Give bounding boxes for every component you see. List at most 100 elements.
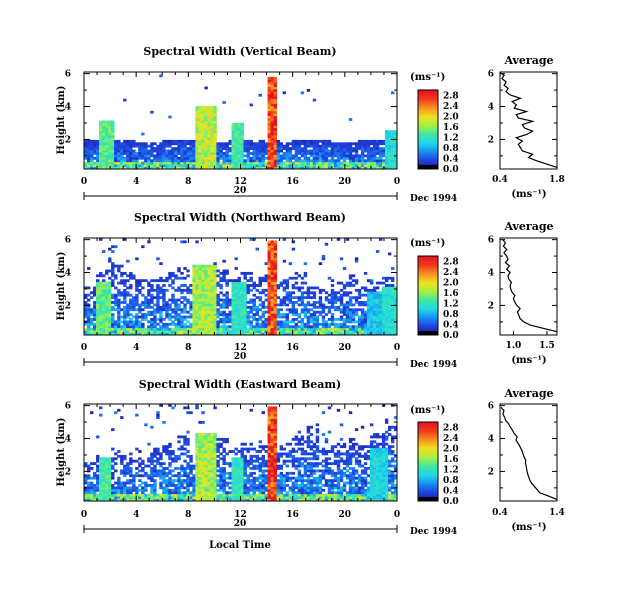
heatmap-cell [393,159,397,163]
heatmap-cell [198,142,202,146]
heatmap-cell [123,493,127,497]
heatmap-cell [273,147,278,150]
heatmap-cell [195,144,199,148]
heatmap-cell [264,144,268,148]
heatmap-cell [102,120,106,124]
heatmap-cell [168,144,172,148]
heatmap-cell [222,164,226,167]
heatmap-cell [219,142,223,146]
heatmap-cell [138,327,142,331]
heatmap-cell [339,296,344,300]
heatmap-cell [351,142,356,146]
heatmap-cell [261,154,265,158]
heatmap-cell [357,308,362,312]
heatmap-cell [225,147,229,150]
heatmap-cell [207,442,211,446]
heatmap-cell [204,301,208,304]
heatmap-cell [312,164,317,167]
heatmap-cell [96,498,100,501]
heatmap-cell [141,245,145,249]
heatmap-cell [222,332,226,335]
heatmap-cell [261,303,265,307]
heatmap-cell [378,293,383,297]
heatmap-cell [279,315,284,319]
heatmap-cell [87,469,91,473]
heatmap-cell [132,320,136,324]
heatmap-cell [99,156,103,160]
heatmap-cell [273,259,278,263]
heatmap-cell [225,279,229,283]
heatmap-cell [99,313,103,316]
heatmap-cell [297,286,302,290]
heatmap-cell [393,144,397,148]
heatmap-cell [348,152,353,155]
heatmap-cell [258,291,262,295]
heatmap-cell [246,488,250,492]
heatmap-cell [129,144,133,148]
heatmap-cell [204,298,208,302]
heatmap-cell [117,332,121,335]
heatmap-cell [291,156,296,160]
heatmap-cell [204,152,208,155]
heatmap-cell [276,491,281,495]
heatmap-cell [243,459,247,463]
heatmap-cell [87,484,91,487]
heatmap-cell [387,288,392,292]
heatmap-cell [213,269,217,273]
heatmap-cell [111,493,115,497]
heatmap-cell [192,296,196,300]
heatmap-cell [186,440,190,444]
heatmap-cell [273,286,278,290]
heatmap-cell [102,142,106,146]
heatmap-cell [357,144,362,148]
heatmap-cell [195,288,199,292]
heatmap-cell [162,159,166,163]
heatmap-cell [267,411,271,415]
heatmap-cell [93,147,97,150]
heatmap-cell [123,305,127,309]
heatmap-cell [117,320,121,324]
heatmap-cell [249,147,253,150]
heatmap-cell [237,315,241,319]
heatmap-cell [285,313,290,316]
heatmap-cell [150,142,154,146]
heatmap-cell [264,318,268,321]
heatmap-cell [204,115,208,119]
heatmap-cell [291,313,296,316]
heatmap-cell [201,433,205,436]
heatmap-cell [129,166,133,169]
profile-y-tick-label: 2 [488,301,494,311]
heatmap-cell [267,98,271,102]
colorbar-step [418,263,438,266]
heatmap-cell [186,450,190,453]
heatmap-cell [216,454,220,458]
heatmap-cell [390,156,395,160]
heatmap-cell [99,303,103,307]
heatmap-cell [240,296,244,300]
heatmap-cell [177,457,181,461]
profile-ticks [500,239,557,335]
heatmap-cell [183,474,187,478]
heatmap-cell [147,464,151,468]
heatmap-cell [171,488,175,492]
heatmap-cell [219,486,223,490]
heatmap-cell [204,105,208,109]
heatmap-cell [306,166,311,169]
heatmap-cell [198,125,202,129]
heatmap-cell [210,474,214,478]
heatmap-cell [201,305,205,309]
heatmap-cell [102,298,106,302]
heatmap-cell [180,156,184,160]
heatmap-cell [171,315,175,319]
colorbar-step [418,136,438,138]
colorbar-frame [417,255,439,336]
heatmap-cell [390,313,395,316]
heatmap-cell [243,301,247,304]
heatmap-cell [372,139,377,143]
heatmap-cell [216,313,220,316]
heatmap-cell [384,147,389,150]
heatmap-cell [393,322,397,326]
heatmap-cell [225,159,229,163]
heatmap-cell [282,330,287,333]
heatmap-cell [273,454,278,458]
